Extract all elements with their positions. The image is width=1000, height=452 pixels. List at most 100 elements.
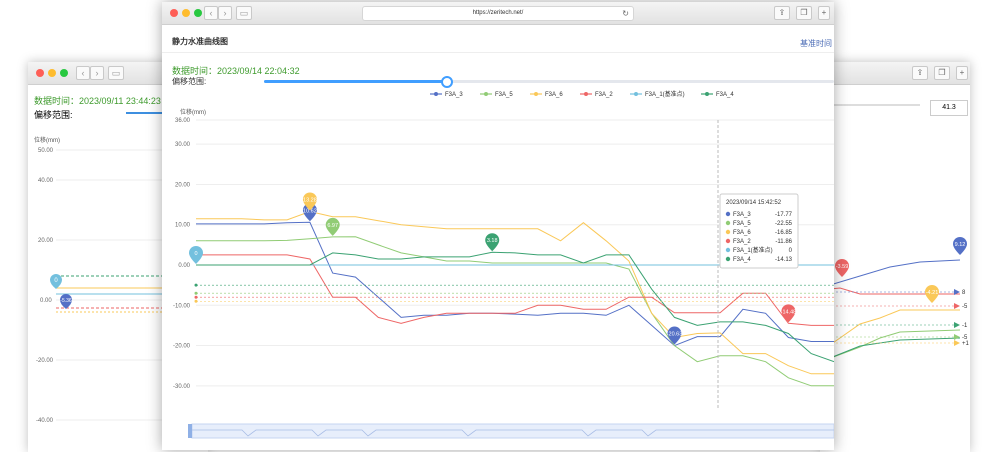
right-edge-arrow bbox=[954, 289, 960, 295]
series-line-F3A_5 bbox=[196, 236, 834, 387]
pin-marker[interactable]: 10.62 bbox=[302, 203, 317, 222]
y-tick-labels: 36.00 30.00 20.00 10.00 0.00 -10.00 -20.00 -30.… bbox=[173, 118, 191, 390]
pin-marker[interactable]: 3.18 bbox=[485, 233, 500, 252]
left-y-tick: 20.00 bbox=[38, 238, 54, 244]
offset-slider-fill bbox=[264, 80, 447, 83]
tooltip-row: F3A_1(基准点) 0 bbox=[725, 246, 793, 254]
svg-text:F3A_1(基准点): F3A_1(基准点) bbox=[733, 246, 773, 254]
svg-text:-3.59: -3.59 bbox=[836, 264, 849, 270]
legend-label: F3A_3 bbox=[445, 92, 463, 98]
left-marker-0[interactable]: 0 bbox=[50, 274, 62, 289]
back-arrow-icon[interactable]: ‹ bbox=[76, 66, 90, 80]
right-slider-track[interactable] bbox=[820, 104, 920, 106]
left-y-tick: 50.00 bbox=[38, 148, 54, 154]
pin-marker[interactable]: 6.97 bbox=[325, 217, 340, 236]
tooltip-row: F3A_5 -22.55 bbox=[725, 220, 793, 227]
tooltip-row: F3A_6 -16.85 bbox=[725, 229, 793, 236]
left-y-tick: -40.00 bbox=[36, 418, 54, 424]
right-pin-marker[interactable]: -4.21 bbox=[925, 284, 939, 303]
right-edge-arrow bbox=[954, 303, 960, 309]
pin-label: -14.48 bbox=[781, 309, 797, 315]
right-series-line bbox=[820, 259, 961, 289]
right-series-line bbox=[820, 287, 960, 295]
pin-label: 10.62 bbox=[303, 208, 317, 214]
y-axis-label: 位移(mm) bbox=[180, 108, 206, 116]
left-y-tick: 0.00 bbox=[40, 298, 52, 304]
tooltip-rows: F3A_3 -17.77 F3A_5 -22.55 F3A_6 -16.85 F3A_2 -1… bbox=[725, 211, 793, 263]
offset-slider[interactable] bbox=[264, 76, 834, 88]
pin-label: 0 bbox=[194, 251, 197, 257]
maximize-dot-icon[interactable] bbox=[194, 9, 202, 17]
main-chart-svg: F3A_3 F3A_5 F3A_6 F3A_2 F3A_1(基准点) F3A_4 位移(m… bbox=[173, 90, 834, 439]
pin-label: 3.18 bbox=[487, 238, 498, 244]
forward-arrow-icon[interactable]: › bbox=[90, 66, 104, 80]
back-arrow-icon[interactable]: ‹ bbox=[204, 6, 218, 20]
svg-text:0: 0 bbox=[789, 248, 793, 254]
svg-text:-22.55: -22.55 bbox=[775, 221, 793, 227]
series-line-F3A_2 bbox=[196, 254, 834, 326]
maximize-dot-icon[interactable] bbox=[60, 69, 68, 77]
svg-text:9.12: 9.12 bbox=[955, 242, 966, 248]
pin-marker[interactable]: -20.63 bbox=[667, 326, 683, 345]
tabs-icon[interactable]: ❐ bbox=[796, 6, 812, 20]
datazoom-handle-left bbox=[188, 424, 192, 438]
legend-item[interactable]: F3A_3 bbox=[430, 92, 463, 98]
new-tab-icon[interactable]: + bbox=[956, 66, 968, 80]
close-dot-icon[interactable] bbox=[36, 69, 44, 77]
right-series-line bbox=[820, 309, 960, 353]
minimize-dot-icon[interactable] bbox=[182, 9, 190, 17]
reference-dot bbox=[194, 295, 198, 299]
svg-text:0: 0 bbox=[54, 278, 58, 284]
svg-text:-17.77: -17.77 bbox=[775, 212, 793, 218]
pin-marker[interactable]: 13.28 bbox=[302, 192, 317, 211]
legend-item[interactable]: F3A_2 bbox=[580, 92, 613, 98]
right-pin-marker[interactable]: 9.12 bbox=[953, 237, 967, 255]
datazoom-bar[interactable] bbox=[188, 423, 834, 439]
minimize-dot-icon[interactable] bbox=[48, 69, 56, 77]
share-icon[interactable]: ⇪ bbox=[912, 66, 928, 80]
tabs-icon[interactable]: ❐ bbox=[934, 66, 950, 80]
left-data-time: 数据时间：2023/09/11 23:44:23 bbox=[34, 96, 161, 106]
sidebar-toggle-icon[interactable]: ▭ bbox=[108, 66, 124, 80]
right-titlebar: ⇪ ❐ + bbox=[820, 62, 970, 85]
right-chart-svg: 9.12-3.59-4.21 8-5-1-5+1 bbox=[820, 237, 970, 363]
legend-item[interactable]: F3A_6 bbox=[530, 92, 563, 98]
svg-text:-4.21: -4.21 bbox=[926, 290, 939, 296]
pin-marker[interactable]: -14.48 bbox=[781, 304, 797, 323]
reference-dot bbox=[194, 283, 198, 287]
main-titlebar: ‹ › ▭ https://zeritech.net/ ↻ ⇪ ❐ + bbox=[162, 2, 834, 25]
tooltip-row: F3A_2 -11.86 bbox=[725, 238, 793, 245]
reference-dot bbox=[194, 299, 198, 303]
baseline-time-link[interactable]: 基准时间 bbox=[800, 39, 832, 48]
right-pin-marker[interactable]: -3.59 bbox=[835, 259, 849, 277]
legend-item[interactable]: F3A_1(基准点) bbox=[630, 90, 685, 98]
share-icon[interactable]: ⇪ bbox=[774, 6, 790, 20]
pin-marker[interactable]: 0 bbox=[189, 246, 203, 264]
legend-item[interactable]: F3A_5 bbox=[480, 92, 513, 98]
y-tick-label: -30.00 bbox=[173, 384, 191, 390]
legend-label: F3A_6 bbox=[545, 92, 563, 98]
page-title: 静力水准曲线图 bbox=[172, 37, 228, 46]
y-tick-label: -20.00 bbox=[173, 344, 191, 350]
close-dot-icon[interactable] bbox=[170, 9, 178, 17]
right-series-line bbox=[820, 329, 961, 363]
legend-label: F3A_5 bbox=[495, 92, 513, 98]
series-line-F3A_6 bbox=[196, 210, 834, 375]
offset-slider-knob[interactable] bbox=[441, 76, 454, 88]
series-line-F3A_3 bbox=[196, 221, 834, 347]
left-y-tick: 40.00 bbox=[38, 178, 54, 184]
address-bar[interactable]: https://zeritech.net/ ↻ bbox=[362, 6, 634, 21]
svg-text:F3A_2: F3A_2 bbox=[733, 239, 751, 245]
svg-text:-14.13: -14.13 bbox=[775, 257, 793, 263]
left-marker-neg[interactable]: -5.36 bbox=[60, 294, 72, 309]
reload-icon[interactable]: ↻ bbox=[622, 9, 629, 18]
new-tab-icon[interactable]: + bbox=[818, 6, 830, 20]
forward-arrow-icon[interactable]: › bbox=[218, 6, 232, 20]
tooltip-title: 2023/09/14 15:42:52 bbox=[726, 200, 782, 206]
main-browser-window: ‹ › ▭ https://zeritech.net/ ↻ ⇪ ❐ + 静力水准… bbox=[162, 2, 834, 450]
legend-item[interactable]: F3A_4 bbox=[701, 92, 734, 98]
offset-label: 偏移范围: bbox=[172, 77, 207, 86]
right-value-box[interactable]: 41.3 bbox=[930, 100, 968, 116]
pin-label: 6.97 bbox=[327, 223, 338, 229]
sidebar-toggle-icon[interactable]: ▭ bbox=[236, 6, 252, 20]
